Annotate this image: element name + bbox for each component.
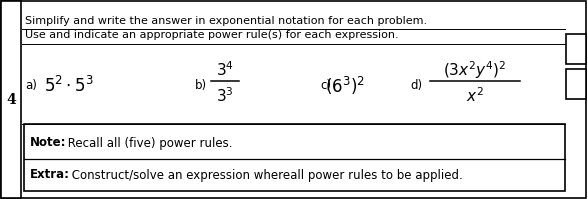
Text: Recall all (five) power rules.: Recall all (five) power rules. xyxy=(64,137,232,149)
Text: Construct/solve an expression whereall power rules to be applied.: Construct/solve an expression whereall p… xyxy=(68,169,463,181)
Text: Note:: Note: xyxy=(30,137,66,149)
Bar xyxy=(24,124,565,191)
Text: $3^{3}$: $3^{3}$ xyxy=(216,87,234,105)
Text: $(3x^{2}y^{4})^{2}$: $(3x^{2}y^{4})^{2}$ xyxy=(443,59,507,81)
Text: Extra:: Extra: xyxy=(30,169,70,181)
Text: d): d) xyxy=(410,79,422,93)
Text: $3^{4}$: $3^{4}$ xyxy=(216,61,234,79)
Text: Use and indicate an appropriate power rule(s) for each expression.: Use and indicate an appropriate power ru… xyxy=(25,30,399,40)
Text: Simplify and write the answer in exponential notation for each problem.: Simplify and write the answer in exponen… xyxy=(25,16,427,26)
Bar xyxy=(566,69,586,99)
Text: b): b) xyxy=(195,79,207,93)
Bar xyxy=(1,1,21,198)
Text: $5^{2} \cdot 5^{3}$: $5^{2} \cdot 5^{3}$ xyxy=(44,76,93,96)
Text: $(6^{3})^{2}$: $(6^{3})^{2}$ xyxy=(325,75,365,97)
Bar xyxy=(566,34,586,64)
Text: 4: 4 xyxy=(6,93,16,107)
Text: $x^{2}$: $x^{2}$ xyxy=(466,87,484,105)
Text: c): c) xyxy=(320,79,331,93)
Text: a): a) xyxy=(25,79,37,93)
